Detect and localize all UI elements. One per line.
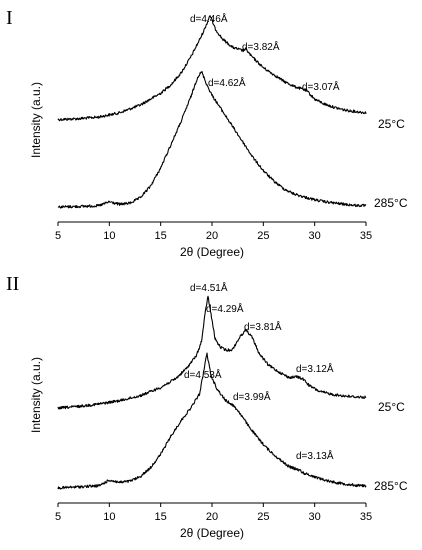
x-tick-label: 5 <box>55 230 61 242</box>
x-tick-label: 15 <box>155 230 167 242</box>
panel-i-annotation-d446: d=4.46Å <box>190 12 228 25</box>
panel-ii-series-label-25c: 25°C <box>378 400 405 414</box>
x-tick-label: 5 <box>55 511 61 523</box>
panel-ii-annotation-d429: d=4.29Å <box>206 302 244 315</box>
x-tick-label: 20 <box>206 511 218 523</box>
panel-i: I Intensity (a.u.) 5 10 15 20 25 30 35 2θ (Deg… <box>6 7 408 259</box>
panel-ii-y-axis-title: Intensity (a.u.) <box>29 357 43 433</box>
x-tick-label: 30 <box>309 230 321 242</box>
panel-ii-annotation-d453: d=4.53Å <box>184 368 222 381</box>
x-tick-label: 25 <box>257 511 269 523</box>
panel-i-x-axis-title: 2θ (Degree) <box>180 245 244 259</box>
x-tick-label: 25 <box>257 230 269 242</box>
panel-ii-series-label-285c: 285°C <box>374 479 408 493</box>
panel-ii-annotation-d451: d=4.51Å <box>190 281 228 294</box>
panel-ii-x-axis-title: 2θ (Degree) <box>180 526 244 540</box>
x-tick-label: 10 <box>103 230 115 242</box>
panel-i-annotation-d307: d=3.07Å <box>302 80 340 93</box>
panel-ii-annotation-d313: d=3.13Å <box>296 449 334 462</box>
x-tick-label: 35 <box>360 511 372 523</box>
panel-i-curve-285c <box>57 71 367 209</box>
panel-i-series-label-285c: 285°C <box>374 196 408 210</box>
panel-i-curve-25c <box>57 15 367 122</box>
x-tick-label: 20 <box>206 230 218 242</box>
panel-i-label: I <box>6 7 13 29</box>
panel-ii-annotation-d399: d=3.99Å <box>233 390 271 403</box>
panel-i-annotation-d382: d=3.82Å <box>242 40 280 53</box>
panel-ii-curve-285c <box>57 352 367 490</box>
panel-ii: II Intensity (a.u.) 5 10 15 20 25 30 35 2θ (De… <box>6 273 408 540</box>
panel-ii-curve-25c <box>57 295 367 410</box>
panel-ii-label: II <box>6 273 19 295</box>
x-tick-label: 30 <box>309 511 321 523</box>
panel-ii-annotation-d312: d=3.12Å <box>296 362 334 375</box>
panel-i-y-axis-title: Intensity (a.u.) <box>29 82 43 158</box>
x-tick-label: 15 <box>155 511 167 523</box>
panel-i-series-label-25c: 25°C <box>378 117 405 131</box>
x-tick-label: 35 <box>360 230 372 242</box>
x-tick-label: 10 <box>103 511 115 523</box>
panel-ii-x-ticks: 5 10 15 20 25 30 35 <box>55 503 372 523</box>
panel-i-annotation-d462: d=4.62Å <box>208 76 246 89</box>
panel-i-x-ticks: 5 10 15 20 25 30 35 <box>55 222 372 242</box>
panel-ii-annotation-d381: d=3.81Å <box>244 320 282 333</box>
